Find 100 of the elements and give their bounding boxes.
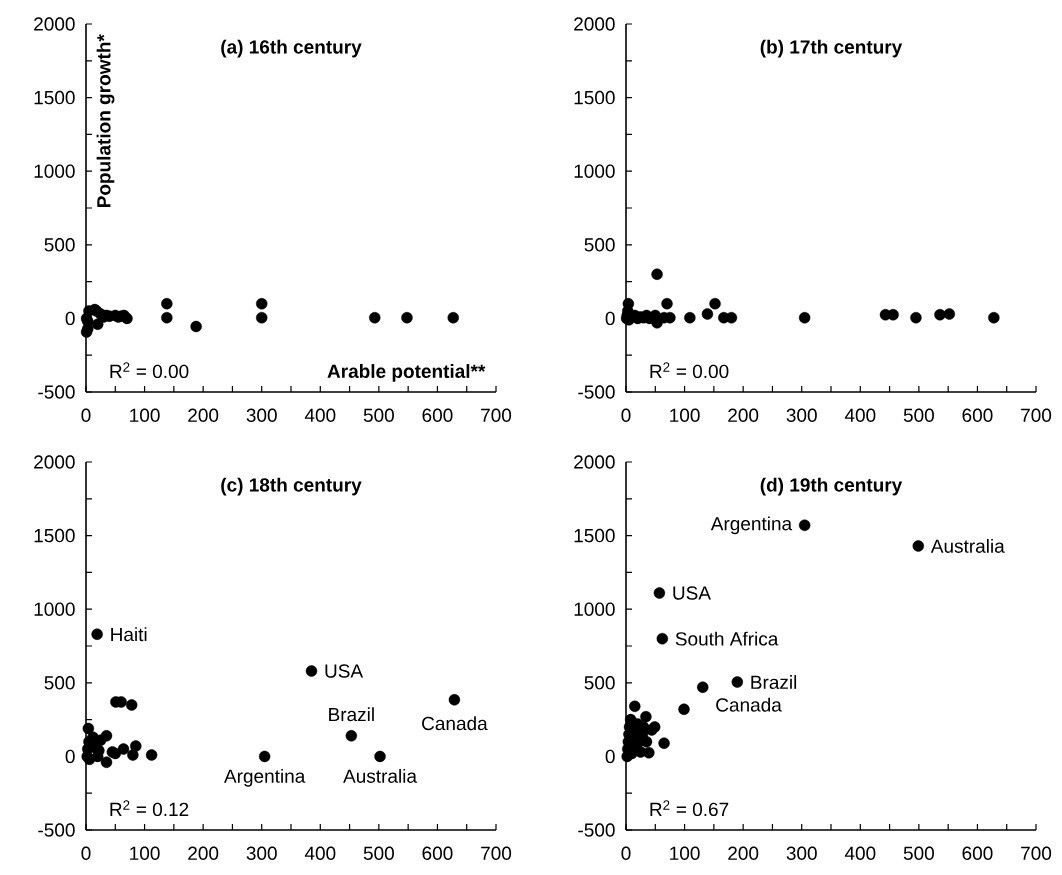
y-tick-label: 1500 [34, 528, 75, 543]
x-tick-label: 200 [188, 846, 219, 860]
x-tick-label: 300 [246, 846, 277, 860]
y-tick-label: 2000 [574, 17, 615, 31]
y-tick-label: 1500 [574, 528, 615, 543]
x-tick-label: 500 [903, 846, 934, 860]
x-tick-label: 600 [422, 408, 453, 422]
x-tick-label: 300 [786, 846, 817, 860]
x-tick-label: 500 [363, 846, 394, 860]
point [629, 700, 641, 713]
x-tick-label: 0 [621, 846, 631, 860]
annotation: Argentina [710, 516, 793, 535]
x-tick-label: 700 [1021, 408, 1052, 422]
point [697, 681, 709, 693]
point [256, 311, 268, 324]
x-tick-label: 0 [621, 408, 631, 422]
point [92, 318, 104, 330]
annotation: Australia [343, 768, 417, 783]
point [988, 311, 1000, 324]
point [374, 750, 386, 763]
y-tick-label: -500 [38, 385, 75, 399]
annotation: R$^{2}$ = 0.00 [110, 362, 189, 379]
point [345, 730, 358, 742]
y-tick-label: 0 [65, 311, 75, 326]
y-tick-label: 1500 [34, 90, 75, 105]
point [447, 311, 459, 324]
annotation: Australia [930, 538, 1005, 553]
point [658, 737, 670, 749]
annotation: R$^{2}$ = 0.67 [650, 800, 729, 817]
point [910, 311, 922, 324]
point [701, 308, 714, 320]
point [100, 756, 113, 768]
y-tick-label: 0 [605, 749, 615, 764]
y-tick-label: 2000 [34, 455, 75, 469]
point [709, 297, 721, 310]
annotation: South Africa [675, 631, 779, 646]
annotation: Brazil [329, 707, 374, 722]
text: (d) 19th century [760, 477, 903, 496]
x-tick-label: 500 [363, 408, 394, 422]
text: (c) 18th century [221, 477, 362, 496]
point [256, 297, 268, 310]
point [117, 743, 130, 755]
annotation: R$^{2}$ = 0.12 [110, 800, 189, 817]
annotation: Haiti [111, 627, 147, 642]
x-tick-label: 100 [670, 846, 700, 860]
point [161, 297, 173, 310]
annotation: USA [673, 586, 711, 600]
y-tick-label: 2000 [574, 455, 615, 469]
point [91, 628, 103, 640]
y-tick-label: 500 [44, 676, 75, 690]
y-tick-label: 0 [605, 311, 615, 326]
annotation: R$^{2}$ = 0.00 [650, 362, 729, 379]
annotation: Canada [422, 716, 488, 731]
y-tick-label: 500 [584, 238, 615, 252]
point [731, 676, 743, 688]
x-tick-label: 600 [962, 408, 993, 422]
x-tick-label: 200 [728, 846, 759, 860]
point [369, 311, 381, 324]
point [145, 749, 158, 761]
x-tick-label: 200 [188, 408, 219, 422]
text: (a) 16th century [221, 39, 362, 58]
point [643, 747, 655, 759]
x-tick-label: 300 [246, 408, 277, 422]
y-tick-label: -500 [578, 823, 615, 837]
point [798, 519, 811, 531]
point [661, 297, 673, 310]
y-tick-label: 1500 [574, 90, 615, 105]
x-tick-label: 100 [130, 408, 160, 422]
text: (b) 17th century [760, 39, 903, 58]
y-axis-title: Population growth* [96, 34, 115, 208]
x-tick-label: 400 [304, 846, 336, 860]
x-tick-label: 700 [1021, 846, 1052, 860]
x-tick-label: 0 [81, 408, 91, 422]
y-tick-label: 1000 [34, 602, 75, 616]
point [125, 699, 138, 711]
y-tick-label: -500 [38, 823, 75, 837]
x-tick-label: 700 [481, 408, 512, 422]
x-tick-label: 100 [130, 846, 160, 860]
point [656, 632, 669, 645]
y-tick-label: 500 [584, 676, 615, 690]
x-tick-label: 400 [844, 408, 876, 422]
y-tick-label: 500 [44, 238, 75, 252]
x-tick-label: 100 [670, 408, 700, 422]
point [912, 540, 924, 552]
x-tick-label: 200 [728, 408, 759, 422]
x-tick-label: 600 [962, 846, 993, 860]
point [934, 309, 946, 321]
x-tick-label: 400 [844, 846, 876, 860]
x-tick-label: 600 [422, 846, 453, 860]
y-tick-label: 0 [65, 749, 75, 764]
point [82, 722, 95, 735]
point [943, 308, 956, 320]
point [401, 311, 413, 324]
point [651, 268, 663, 280]
point [130, 740, 142, 752]
y-tick-label: 1000 [34, 164, 75, 178]
point [640, 710, 652, 723]
annotation: Brazil [751, 675, 797, 690]
annotation: USA [325, 664, 364, 678]
point [161, 311, 173, 324]
